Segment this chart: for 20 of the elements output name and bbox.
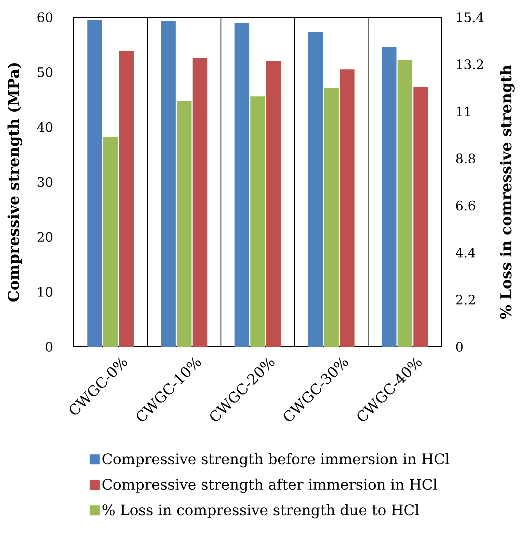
y-tick-label: 10 [38, 287, 53, 297]
y-tick-label: 20 [38, 232, 53, 242]
y-tick-label: 40 [37, 122, 53, 132]
y2-axis-title: % Loss in comressive strength [500, 65, 515, 320]
y2-tick-label: 0 [456, 342, 463, 352]
legend-label: Compressive strength before immersion in HCl [102, 453, 450, 468]
y2-tick-label: 4.4 [456, 248, 476, 258]
y2-tick-label: 8.8 [456, 154, 476, 164]
y-axis-title: Compressive strength (MPa) [8, 63, 22, 302]
legend-label: Compressive strength after immersion in HCl [102, 478, 438, 494]
y2-tick-label: 13.2 [457, 60, 484, 70]
y2-tick-label: 2.2 [456, 295, 475, 305]
y-tick-label: 30 [38, 177, 53, 188]
legend-label: % Loss in compressive strength due to HCl [102, 504, 420, 519]
y2-tick-label: 6.6 [456, 200, 476, 211]
y-tick-label: 60 [38, 12, 53, 22]
y2-tick-label: 15.4 [457, 12, 484, 22]
y2-tick-label: 11 [457, 106, 470, 116]
y-tick-label: 50 [38, 68, 53, 78]
y-tick-label: 0 [46, 342, 53, 352]
